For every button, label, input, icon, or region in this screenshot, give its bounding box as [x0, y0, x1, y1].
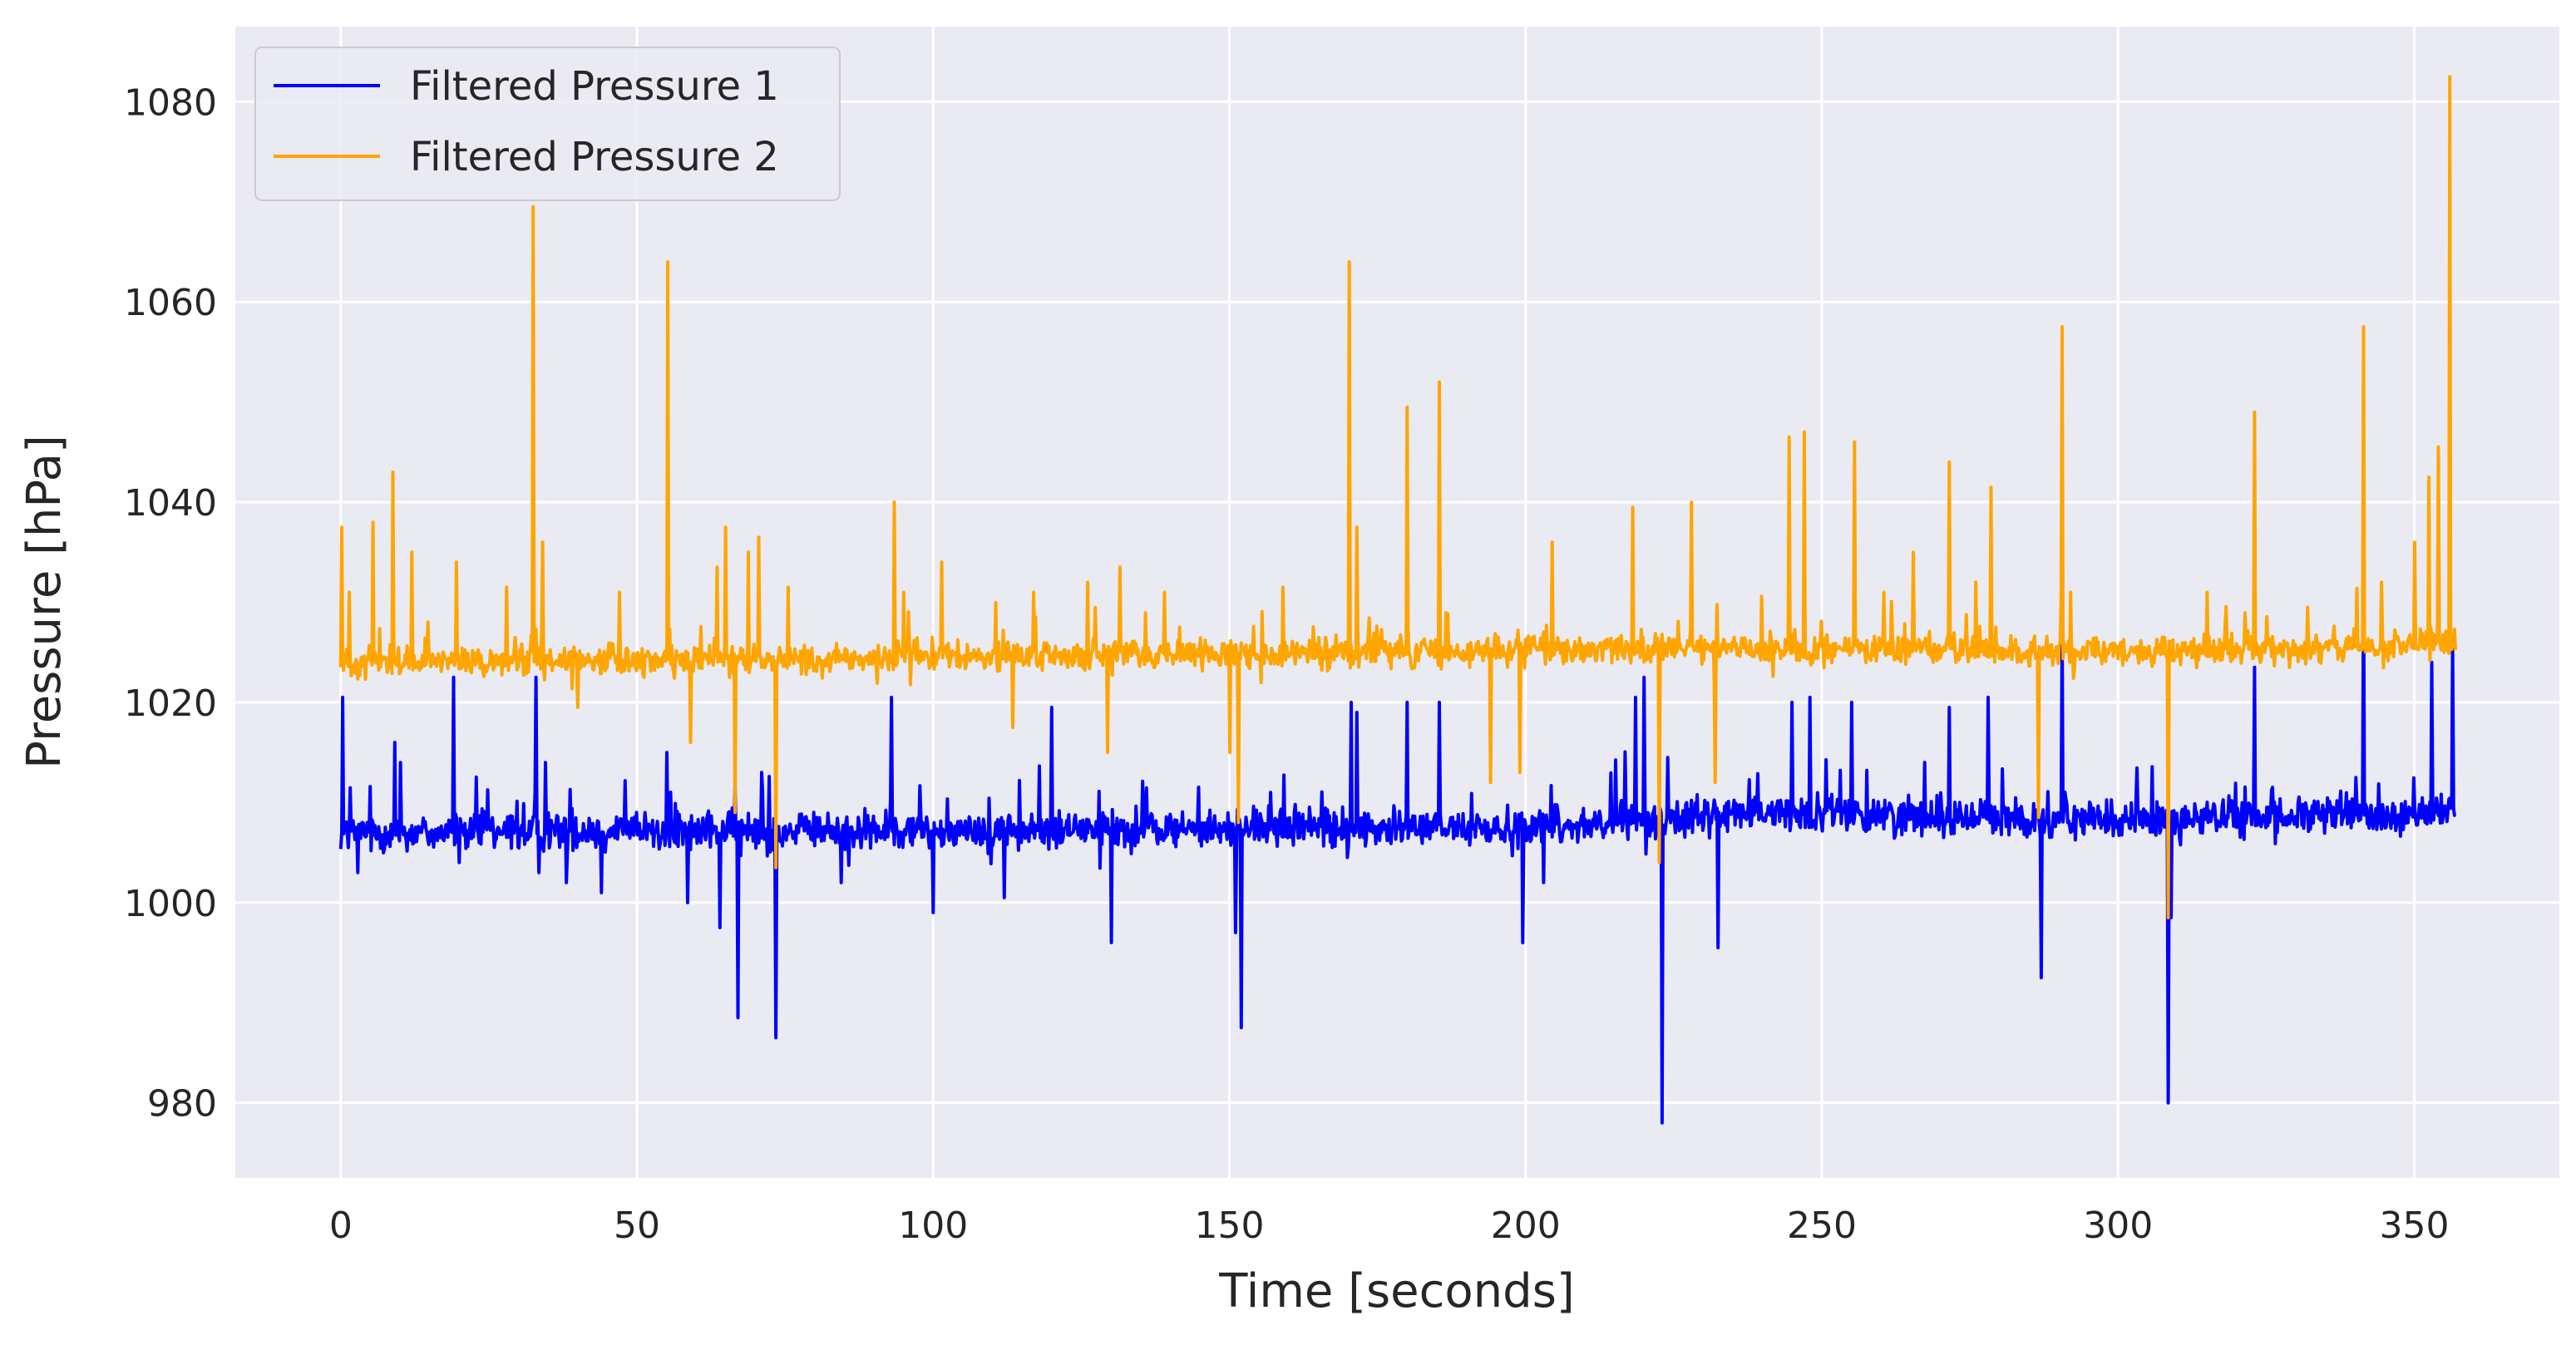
y-tick-label: 1000	[124, 883, 217, 925]
legend-label-filtered-pressure-1: Filtered Pressure 1	[410, 63, 779, 110]
y-axis-label: Pressure [hPa]	[17, 435, 72, 769]
legend: Filtered Pressure 1 Filtered Pressure 2	[254, 47, 841, 201]
series-line-filtered-pressure-1	[338, 575, 2457, 1125]
y-tick-label: 1040	[124, 482, 217, 525]
series-line-filtered-pressure-2	[338, 75, 2457, 919]
x-tick-label: 150	[1195, 1205, 1265, 1247]
y-tick-label: 980	[147, 1083, 217, 1126]
x-tick-label: 250	[1787, 1205, 1857, 1247]
y-tick-label: 1080	[124, 81, 217, 124]
x-tick-label: 350	[2379, 1205, 2449, 1247]
y-tick-label: 1060	[124, 282, 217, 324]
y-tick-labels: 980 1000 1020 1040 1060 1080	[124, 81, 217, 1125]
x-tick-label: 0	[329, 1205, 353, 1247]
x-tick-label: 300	[2083, 1205, 2153, 1247]
y-tick-label: 1020	[124, 682, 217, 725]
series-layer	[338, 75, 2457, 1125]
legend-box	[254, 47, 841, 201]
x-tick-labels: 0 50 100 150 200 250 300 350	[329, 1205, 2450, 1247]
legend-label-filtered-pressure-2: Filtered Pressure 2	[410, 134, 779, 180]
x-tick-label: 100	[898, 1205, 968, 1247]
x-tick-label: 50	[614, 1205, 660, 1247]
plot-area	[235, 27, 2559, 1178]
x-tick-label: 200	[1491, 1205, 1561, 1247]
x-axis-label: Time [seconds]	[1218, 1264, 1574, 1318]
